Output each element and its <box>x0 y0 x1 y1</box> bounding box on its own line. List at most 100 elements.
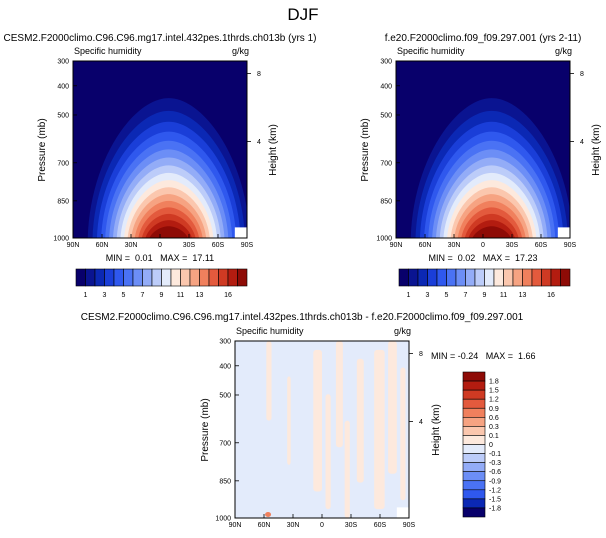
contour-band <box>388 341 397 474</box>
min-max-stats: MIN = 0.01 MAX = 17.11 <box>106 253 214 263</box>
contour-band <box>472 226 512 238</box>
colorbar-label: -1.5 <box>489 496 501 503</box>
colorbar-swatch <box>560 268 571 287</box>
y2-tick-label: 8 <box>419 351 423 358</box>
colorbar-label: 1.8 <box>489 379 499 386</box>
colorbar-swatch <box>462 407 486 418</box>
colorbar-swatch <box>462 489 486 500</box>
y-tick-label: 500 <box>57 112 69 119</box>
x-tick-label: 60N <box>258 522 271 529</box>
panel-title: CESM2.F2000climo.C96.C96.mg17.intel.432p… <box>81 312 524 323</box>
colorbar-swatch <box>113 268 124 287</box>
colorbar-swatch <box>462 398 486 409</box>
colorbar-swatch <box>408 268 419 287</box>
colorbar-swatch <box>75 268 86 287</box>
y-axis: 300 400 500 700 850 1000 <box>53 59 77 243</box>
x-tick-label: 30S <box>183 242 196 249</box>
y2-axis-label: Height (km) <box>431 404 442 456</box>
colorbar-swatch <box>474 268 485 287</box>
y-axis-label: Pressure (mb) <box>360 118 371 181</box>
y-tick-label: 500 <box>380 112 392 119</box>
colorbar-label: 0.3 <box>489 424 499 431</box>
colorbar-swatch <box>227 268 238 287</box>
colorbar-swatch <box>151 268 162 287</box>
y-axis-label: Pressure (mb) <box>200 398 211 461</box>
x-tick-label: 90S <box>241 242 254 249</box>
colorbar-swatch <box>462 389 486 400</box>
y-tick-label: 400 <box>219 363 231 370</box>
colorbar-swatch <box>142 268 153 287</box>
colorbar-label: -1.2 <box>489 487 501 494</box>
colorbar-label: -0.3 <box>489 460 501 467</box>
min-max-stats: MIN = -0.24 MAX = 1.66 <box>431 351 536 361</box>
figure-title: DJF <box>287 5 318 24</box>
colorbar-swatch <box>512 268 523 287</box>
panel-subtitle: Specific humidity <box>397 46 465 56</box>
y-tick-label: 300 <box>219 339 231 346</box>
colorbar-label: -0.9 <box>489 478 501 485</box>
colorbar-swatch <box>462 371 486 382</box>
colorbar: 1.8 1.5 1.2 0.9 0.6 0.3 0.1 0 -0.1 -0.3 -0.6 -0.9 -1… <box>462 371 501 518</box>
y-tick-label: 850 <box>380 198 392 205</box>
colorbar-swatch <box>550 268 561 287</box>
contour-band <box>325 394 331 510</box>
colorbar-swatch <box>503 268 514 287</box>
y2-tick-label: 4 <box>419 419 423 426</box>
y-tick-label: 850 <box>219 478 231 485</box>
colorbar-swatch <box>132 268 143 287</box>
y-tick-label: 700 <box>57 160 69 167</box>
x-tick-label: 30S <box>506 242 519 249</box>
panel-units: g/kg <box>555 46 572 56</box>
colorbar-label: 3 <box>103 292 107 299</box>
panel-title: f.e20.F2000climo.f09_f09.297.001 (yrs 2-… <box>385 33 582 44</box>
contour-band <box>374 349 385 510</box>
contour-band <box>335 341 343 448</box>
contour-band <box>400 367 406 501</box>
x-tick-label: 90N <box>390 242 403 249</box>
colorbar-swatch <box>398 268 409 287</box>
contour-band <box>149 226 189 238</box>
y2-axis: 84 <box>247 71 261 146</box>
contour-field <box>235 341 409 518</box>
colorbar-swatch <box>531 268 542 287</box>
x-tick-label: 30N <box>448 242 461 249</box>
panel-difference: CESM2.F2000climo.C96.C96.mg17.intel.432p… <box>81 312 536 529</box>
contour-field <box>396 61 570 238</box>
colorbar-swatch <box>123 268 134 287</box>
colorbar-swatch <box>462 444 486 454</box>
y-tick-label: 500 <box>219 392 231 399</box>
y-tick-label: 400 <box>380 83 392 90</box>
y-tick-label: 700 <box>380 160 392 167</box>
y-tick-label: 300 <box>57 59 69 66</box>
min-max-stats: MIN = 0.02 MAX = 17.23 <box>428 253 537 263</box>
y-tick-label: 400 <box>57 83 69 90</box>
y2-axis-label: Height (km) <box>268 124 279 176</box>
colorbar-label: 11 <box>500 292 507 299</box>
contour-band <box>266 341 272 421</box>
x-tick-label: 60S <box>535 242 548 249</box>
colorbar-swatch <box>446 268 457 287</box>
x-axis: 90N 60N 30N 0 30S 60S 90S <box>390 234 577 249</box>
y-tick-label: 1000 <box>376 236 392 243</box>
colorbar-swatch <box>462 453 486 463</box>
colorbar-swatch <box>417 268 428 287</box>
contour-band <box>344 420 350 518</box>
colorbar-swatch <box>462 435 486 445</box>
x-tick-label: 90N <box>67 242 80 249</box>
y-tick-label: 850 <box>57 198 69 205</box>
contour-field <box>73 61 247 238</box>
y-tick-label: 300 <box>380 59 392 66</box>
colorbar-swatch <box>462 426 486 436</box>
colorbar-swatch <box>170 268 181 287</box>
colorbar-label: 5 <box>445 292 449 299</box>
colorbar-swatch <box>462 480 486 491</box>
x-tick-label: 0 <box>320 522 324 529</box>
y2-axis-label: Height (km) <box>591 124 602 176</box>
colorbar-label: 1 <box>407 292 411 299</box>
contour-band <box>313 349 322 492</box>
colorbar-label: 9 <box>483 292 487 299</box>
y2-axis: 84 <box>570 71 584 146</box>
x-axis: 90N 60N 30N 0 30S 60S 90S <box>229 514 416 529</box>
colorbar-swatch <box>493 268 504 287</box>
y-tick-label: 700 <box>219 440 231 447</box>
